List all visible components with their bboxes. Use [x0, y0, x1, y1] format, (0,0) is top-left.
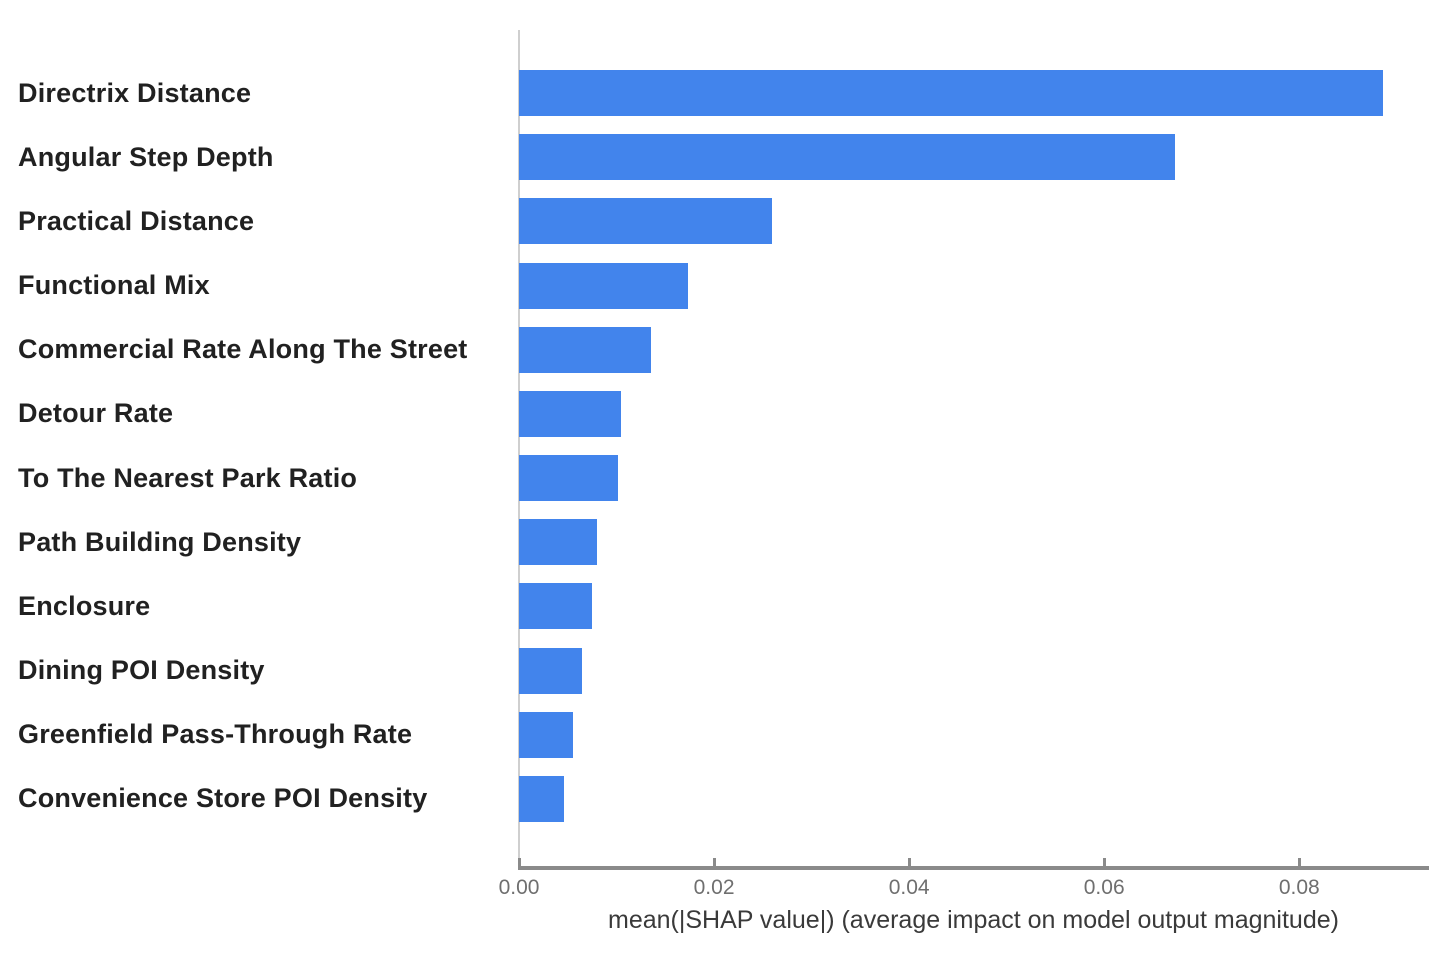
tick-label: 0.04	[888, 876, 930, 899]
bar	[519, 583, 593, 630]
bar	[519, 134, 1176, 181]
bar	[519, 519, 598, 566]
category-label: Functional Mix	[18, 270, 210, 301]
category-label: Greenfield Pass-Through Rate	[18, 719, 413, 750]
bar-track	[519, 390, 1428, 437]
bar-track	[519, 326, 1428, 373]
bar	[519, 326, 651, 373]
bar-row: Angular Step Depth	[0, 125, 1428, 189]
bar	[519, 390, 622, 437]
bar-track	[519, 70, 1428, 117]
x-axis-ticks: 0.00 0.02 0.04 0.06 0.08	[499, 858, 1428, 918]
bar-row: Practical Distance	[0, 189, 1428, 253]
bar-row: Directrix Distance	[0, 61, 1428, 125]
category-label: Practical Distance	[18, 205, 255, 236]
bar-track	[519, 775, 1428, 822]
category-label: Commercial Rate Along The Street	[18, 334, 468, 365]
bar-track	[519, 455, 1428, 502]
tick-mark-icon	[908, 858, 912, 866]
bar-track	[519, 647, 1428, 694]
bar-rows: Directrix Distance Angular Step Depth Pr…	[0, 30, 1428, 868]
bar-track	[519, 198, 1428, 245]
x-axis-title: mean(|SHAP value|) (average impact on mo…	[608, 906, 1339, 934]
bar-track	[519, 134, 1428, 181]
category-label: Convenience Store POI Density	[18, 783, 428, 814]
category-label: Angular Step Depth	[18, 141, 274, 172]
category-label: Enclosure	[18, 590, 151, 621]
bar-row: Dining POI Density	[0, 639, 1428, 703]
bar	[519, 647, 583, 694]
bar-row: Convenience Store POI Density	[0, 767, 1428, 831]
tick-mark-icon	[518, 858, 521, 866]
category-label: Dining POI Density	[18, 655, 265, 686]
bar-row: Enclosure	[0, 574, 1428, 638]
bar	[519, 455, 618, 502]
bar	[519, 262, 688, 309]
bar-row: Path Building Density	[0, 510, 1428, 574]
bar-track	[519, 519, 1428, 566]
bar-row: Greenfield Pass-Through Rate	[0, 703, 1428, 767]
tick-mark-icon	[1103, 858, 1107, 866]
bar-track	[519, 262, 1428, 309]
x-axis-line	[518, 866, 1429, 870]
bar-row: Functional Mix	[0, 254, 1428, 318]
tick-label: 0.06	[1083, 876, 1125, 899]
tick-label: 0.02	[693, 876, 735, 899]
bar-track	[519, 711, 1428, 758]
bar-row: To The Nearest Park Ratio	[0, 446, 1428, 510]
bar	[519, 198, 772, 245]
category-label: Detour Rate	[18, 398, 174, 429]
tick-label: 0.00	[498, 876, 540, 899]
bar-track	[519, 583, 1428, 630]
bar-row: Detour Rate	[0, 382, 1428, 446]
category-label: To The Nearest Park Ratio	[18, 462, 358, 493]
category-label: Path Building Density	[18, 526, 302, 557]
tick-label: 0.08	[1278, 876, 1320, 899]
y-axis-spine	[518, 30, 520, 868]
bar	[519, 711, 573, 758]
bar	[519, 775, 564, 822]
category-label: Directrix Distance	[18, 77, 252, 108]
bar-row: Commercial Rate Along The Street	[0, 318, 1428, 382]
bar	[519, 70, 1384, 117]
tick-mark-icon	[713, 858, 717, 866]
tick-mark-icon	[1298, 858, 1302, 866]
